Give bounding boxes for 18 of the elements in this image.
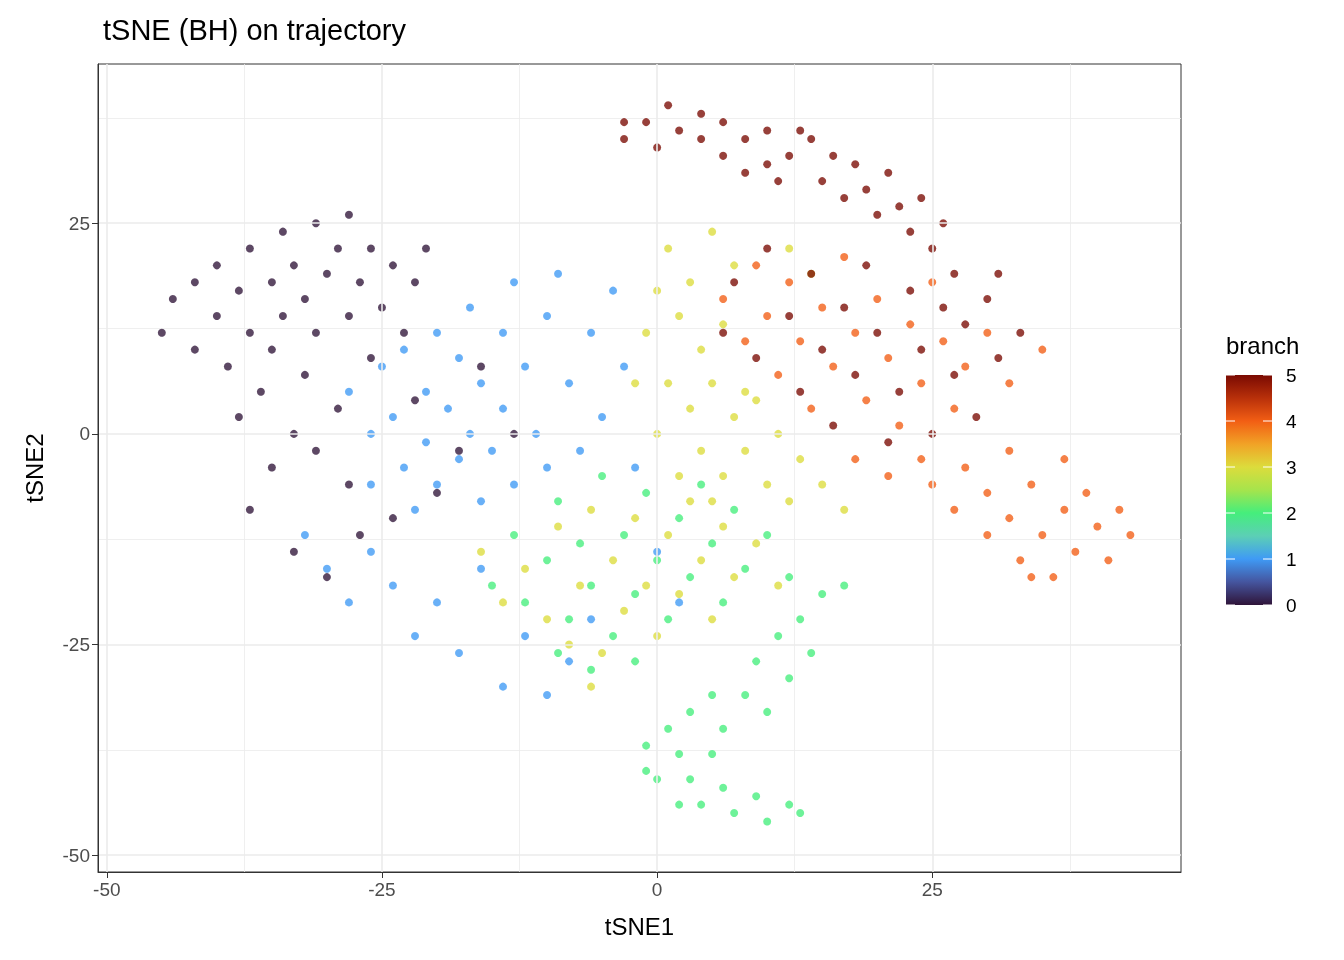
y-tick-label: 0 [79, 423, 90, 445]
y-tick-label: -50 [62, 844, 90, 866]
x-axis-title: tSNE1 [604, 912, 675, 940]
color-bar-label: 2 [1286, 502, 1297, 524]
x-tick-label: -50 [93, 879, 121, 900]
color-bar-label: 4 [1286, 410, 1297, 432]
color-bar-title: branch [1226, 332, 1300, 359]
color-bar-label: 3 [1286, 456, 1297, 478]
color-bar-label: 5 [1286, 364, 1297, 386]
chart-title: tSNE (BH) on trajectory [103, 13, 407, 46]
x-tick-label: 25 [921, 879, 943, 900]
color-bar-label: 0 [1286, 594, 1297, 616]
x-tick-label: -25 [368, 879, 396, 900]
y-tick-label: -25 [62, 634, 90, 656]
color-bar-label: 1 [1286, 548, 1297, 570]
y-tick-label: 25 [68, 212, 90, 234]
y-axis-title: tSNE2 [20, 433, 48, 503]
x-tick-label: 0 [651, 879, 663, 900]
